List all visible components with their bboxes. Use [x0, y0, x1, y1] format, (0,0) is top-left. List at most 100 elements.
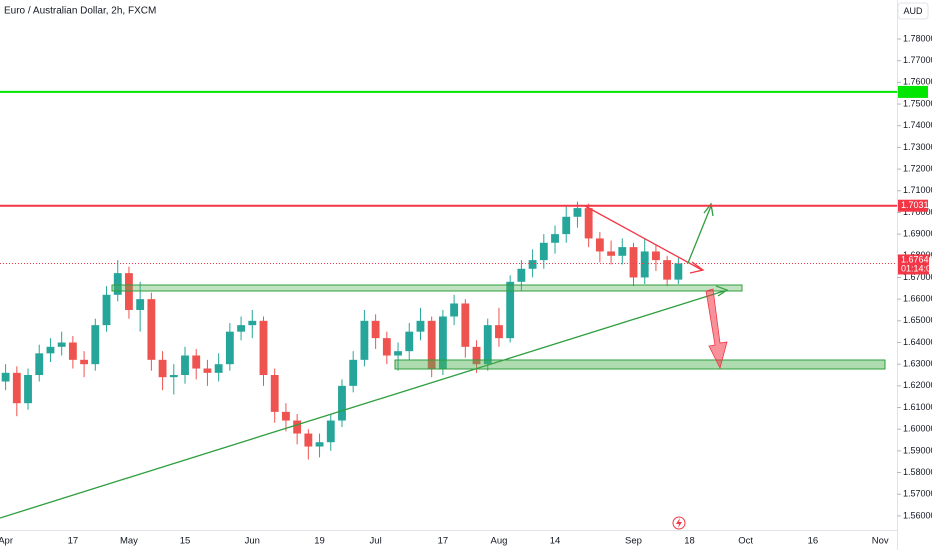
candle-body: [640, 251, 649, 278]
y-tick-label: 1.70000: [903, 207, 932, 217]
candle-body: [506, 281, 515, 339]
y-tick-label: 1.75000: [903, 98, 932, 108]
candle-body: [416, 320, 425, 332]
candle-body: [405, 331, 414, 352]
candle-body: [517, 268, 526, 282]
candle-body: [225, 331, 234, 365]
x-tick-label: 17: [438, 536, 449, 547]
x-tick-label: 15: [180, 536, 191, 547]
candle-body: [102, 294, 111, 326]
candle-body: [113, 273, 122, 295]
x-tick-label: Sep: [625, 536, 642, 547]
countdown-label: 01:14:00: [901, 263, 932, 273]
candle-body: [562, 216, 571, 235]
candle-body: [57, 342, 66, 347]
currency-label[interactable]: AUD: [903, 6, 923, 16]
support-zone: [111, 284, 743, 292]
y-tick-label: 1.62000: [903, 380, 932, 390]
candle-body: [472, 346, 481, 365]
green-arrowhead: [703, 202, 714, 217]
candle-body: [528, 260, 537, 269]
candle-body: [371, 320, 380, 339]
x-tick-label: 19: [314, 536, 325, 547]
candle-body: [338, 385, 346, 421]
candle-body: [539, 242, 548, 261]
y-tick-label: 1.67000: [903, 272, 932, 282]
candle-body: [326, 420, 335, 443]
candle-body: [248, 320, 257, 326]
candle-body: [450, 303, 459, 317]
candle-body: [382, 338, 391, 356]
candle-body: [551, 234, 559, 243]
y-tick-label: 1.69000: [903, 228, 932, 238]
candle-body: [483, 325, 492, 365]
x-tick-label: May: [120, 536, 138, 547]
last-price-label: 1.67646: [901, 254, 932, 264]
candle-body: [158, 359, 167, 378]
x-tick-label: 16: [808, 536, 819, 547]
candle-body: [125, 273, 133, 310]
y-tick-label: 1.64000: [903, 337, 932, 347]
candle-body: [203, 368, 212, 373]
x-tick-label: Nov: [872, 536, 889, 547]
y-tick-label: 1.63000: [903, 359, 932, 369]
candle-body: [315, 442, 324, 447]
candle-body: [304, 433, 313, 447]
candle-body: [281, 411, 290, 421]
candle-body: [91, 325, 100, 365]
candle-body: [595, 238, 604, 252]
x-tick-label: 18: [684, 536, 695, 547]
candle-body: [573, 208, 582, 217]
events-bolt: [676, 518, 682, 528]
trend-line: [0, 290, 725, 519]
last-price-bg: [898, 254, 929, 275]
x-tick-label: Jun: [245, 536, 260, 547]
y-tick-label: 1.74000: [903, 120, 932, 130]
y-tick-label: 1.65000: [903, 315, 932, 325]
y-tick-label: 1.57000: [903, 489, 932, 499]
down-arrow: [705, 288, 728, 370]
candle-body: [629, 247, 638, 278]
candle-body: [35, 353, 44, 376]
green-arrow: [687, 205, 712, 264]
target-zone: [394, 359, 886, 370]
trend-arrowhead: [715, 285, 729, 297]
candle-body: [270, 375, 279, 412]
candle-body: [147, 299, 156, 360]
y-tick-label: 1.58000: [903, 467, 932, 477]
y-tick-label: 1.78000: [903, 33, 932, 43]
y-tick-label: 1.59000: [903, 445, 932, 455]
candle-body: [181, 355, 189, 376]
y-tick-label: 1.66000: [903, 294, 932, 304]
candle-body: [68, 342, 77, 360]
candle-body: [237, 325, 245, 332]
level-label: 1.70310: [901, 200, 932, 210]
x-tick-label: Oct: [738, 536, 753, 547]
candle-body: [293, 420, 302, 434]
candle-body: [618, 247, 627, 256]
y-tick-label: 1.71000: [903, 185, 932, 195]
candle-body: [438, 316, 447, 369]
candle-body: [607, 251, 616, 256]
candle-body: [394, 351, 402, 356]
y-tick-label: 1.73000: [903, 142, 932, 152]
red-trend-line: [584, 205, 703, 271]
y-tick-label: 1.56000: [903, 510, 932, 520]
y-tick-label: 1.72000: [903, 163, 932, 173]
candle-body: [46, 346, 55, 354]
red-arrowhead: [689, 261, 705, 274]
chart-title: Euro / Australian Dollar, 2h, FXCM: [4, 6, 156, 17]
x-tick-label: 17: [68, 536, 79, 547]
candle-body: [24, 375, 32, 404]
x-tick-label: Apr: [0, 536, 13, 547]
candle-body: [663, 260, 672, 280]
candle-body: [584, 208, 593, 239]
candle-body: [461, 303, 470, 347]
candle-body: [652, 251, 660, 261]
candle-body: [12, 372, 21, 404]
currency-button[interactable]: [897, 2, 929, 20]
y-tick-label: 1.76000: [903, 77, 932, 87]
candle-body: [1, 372, 10, 382]
